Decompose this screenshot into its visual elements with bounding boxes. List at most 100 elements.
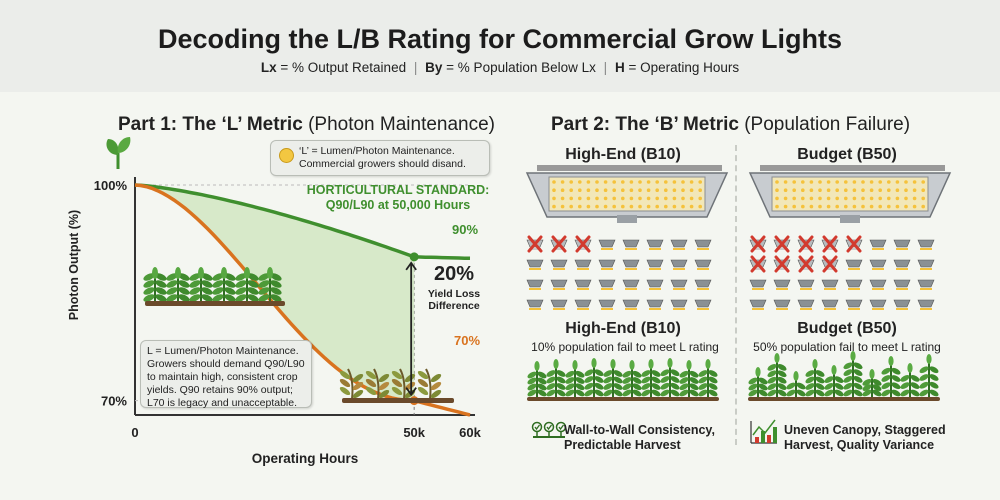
led-diode (672, 188, 677, 192)
leaf-icon (869, 369, 875, 379)
fixture-icon (917, 299, 935, 308)
fixture-glow (752, 308, 764, 310)
leaf-icon (755, 367, 761, 377)
fixture-icon (526, 259, 544, 268)
led-diode (698, 204, 702, 209)
fixture-glow (577, 268, 589, 270)
leaf-icon (575, 370, 585, 378)
leaf-icon (594, 382, 604, 390)
fixture-icon (917, 279, 935, 288)
leaf-icon (270, 280, 282, 288)
fixture-icon (574, 259, 592, 268)
wilted-leaf-icon (378, 373, 390, 383)
led-diode (672, 204, 677, 209)
leaf-icon (143, 287, 155, 295)
leaf-icon (224, 287, 236, 295)
leaf-icon (812, 359, 818, 369)
fixture-glow (649, 268, 661, 270)
led-diode (629, 204, 634, 209)
consistency-icon (531, 421, 567, 438)
fixture-glow (529, 308, 541, 310)
fixture-icon (550, 279, 568, 288)
led-diode (835, 188, 839, 192)
wilting-plants-illustration (339, 368, 454, 403)
fixture-glow (577, 248, 589, 250)
h-def: = Operating Hours (628, 60, 740, 75)
leaf-icon (815, 383, 825, 390)
leaf-icon (527, 377, 537, 385)
leaf-icon (670, 376, 680, 383)
leaf-icon (632, 377, 642, 384)
led-diode (852, 204, 857, 209)
leaf-icon (786, 389, 796, 397)
led-diode (861, 180, 865, 184)
leaf-icon (224, 273, 236, 281)
leaf-icon (594, 389, 604, 397)
arrow-head-down (405, 387, 417, 397)
leaf-icon (843, 389, 853, 397)
leaf-icon (221, 267, 227, 279)
wilted-leaf-icon (430, 389, 442, 399)
leaf-icon (584, 376, 594, 383)
led-diode (578, 196, 582, 201)
photon-maintenance-chart: 100% 70% 0 50k 60k HORTICULTURAL STANDARD: Q… (67, 137, 489, 466)
led-diode (887, 180, 891, 184)
leaf-icon (235, 273, 247, 281)
leaf-icon (527, 389, 537, 397)
fixture-glow (824, 308, 836, 310)
led-diode (895, 188, 900, 192)
leaf-icon (786, 382, 796, 390)
leaf-icon (152, 267, 158, 279)
leaf-icon (527, 371, 537, 379)
fixture-icon (646, 259, 664, 268)
fail-x-icon (750, 255, 766, 273)
fixture-glow (673, 268, 685, 270)
leaf-icon (258, 280, 270, 288)
variance-bar (767, 435, 771, 443)
fail-x-icon (750, 235, 766, 253)
leaf-icon (805, 389, 815, 397)
leaf-icon (907, 363, 913, 373)
leaf-icon (224, 280, 236, 288)
wilted-leaf-icon (352, 381, 364, 391)
leaf-icon (613, 383, 623, 390)
wilted-leaf-icon (339, 370, 351, 380)
x-tick-label: 60k (459, 425, 481, 440)
check-mark (546, 424, 553, 431)
fixture-glow (824, 268, 836, 270)
x-tick-label: 50k (403, 425, 425, 440)
led-diode (689, 204, 694, 209)
leaf-icon (679, 383, 689, 391)
fixture-glow (848, 268, 860, 270)
leaf-icon (565, 383, 575, 391)
leaf-icon (834, 382, 844, 390)
led-diode (698, 188, 702, 192)
wilted-leaf-icon (417, 386, 429, 396)
fail-x-icon (846, 235, 862, 253)
led-diode (895, 180, 900, 184)
leaf-icon (537, 377, 547, 385)
part1-title-light: (Photon Maintenance) (308, 114, 496, 135)
check-circle-icon (531, 421, 543, 433)
leaf-icon (565, 370, 575, 378)
leaf-icon (670, 382, 680, 390)
wilted-leaf-icon (339, 386, 351, 396)
column-divider (735, 145, 737, 445)
leaf-icon (748, 383, 758, 391)
part2-title: Part 2: The ‘B’ Metric (Population Failu… (551, 114, 910, 136)
recommendation-text: L = Lumen/Photon Maintenance. Growers sh… (147, 345, 305, 409)
high-end-outcome: Wall-to-Wall Consistency, Predictable Ha… (564, 423, 715, 453)
leaf-icon (910, 382, 920, 390)
led-diode (655, 180, 659, 184)
leaf-icon (777, 383, 787, 390)
leaf-icon (777, 370, 787, 378)
leaf-icon (862, 378, 872, 386)
leaf-icon (629, 360, 635, 370)
fixture-glow (625, 268, 637, 270)
led-diode (912, 204, 917, 209)
led-diode (603, 180, 608, 184)
wilted-leaf-icon (417, 378, 429, 388)
variance-bar (755, 437, 759, 443)
plant-stem (373, 368, 380, 400)
leaf-icon (565, 377, 575, 384)
